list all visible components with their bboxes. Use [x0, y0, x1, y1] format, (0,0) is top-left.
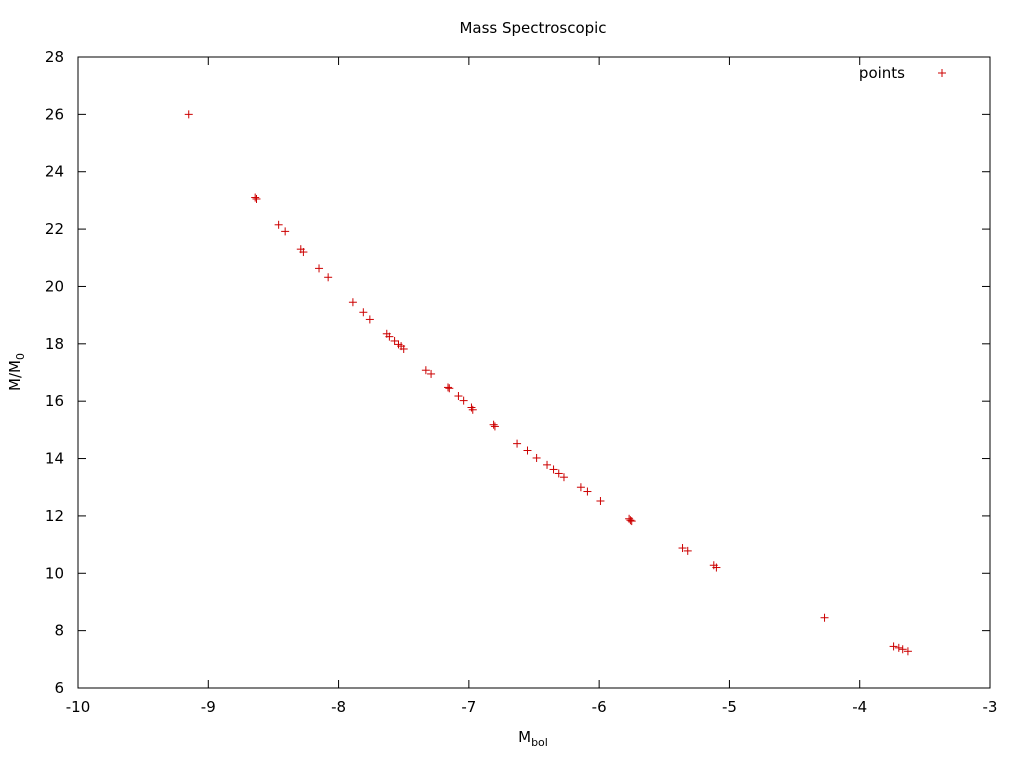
data-point: [421, 366, 430, 375]
data-point: [445, 384, 454, 393]
data-point: [444, 383, 453, 392]
data-point: [427, 369, 436, 378]
data-point: [489, 420, 498, 429]
data-point: [712, 563, 721, 572]
x-tick-label: -4: [852, 698, 867, 716]
x-tick-label: -9: [201, 698, 216, 716]
legend-marker: [938, 69, 946, 77]
x-axis-label: Mbol: [518, 728, 548, 749]
data-point: [549, 465, 558, 474]
data-point: [627, 517, 636, 526]
legend-label: points: [859, 64, 905, 82]
x-tick-label: -7: [461, 698, 476, 716]
data-point: [678, 544, 687, 553]
data-point: [583, 487, 592, 496]
x-tick-label: -8: [331, 698, 346, 716]
y-tick-label: 10: [45, 564, 64, 582]
data-point: [626, 516, 635, 525]
x-axis-label-subscript: bol: [531, 736, 548, 749]
chart-title: Mass Spectroscopic: [459, 19, 606, 37]
data-point: [274, 220, 283, 229]
y-tick-label: 20: [45, 277, 64, 295]
x-axis-ticks: -10 -9 -8 -7 -6 -5 -4 -3: [66, 57, 998, 716]
plot-frame: [77, 56, 991, 689]
x-tick-label: -5: [722, 698, 737, 716]
data-point: [596, 496, 605, 505]
legend-plus-marker: [938, 69, 946, 77]
y-tick-label: 28: [45, 48, 64, 66]
data-point: [184, 110, 193, 119]
x-tick-label: -6: [592, 698, 607, 716]
data-point: [467, 403, 476, 412]
data-point: [894, 643, 903, 652]
x-axis-label-base: M: [518, 728, 531, 746]
data-point: [898, 645, 907, 654]
data-point: [385, 332, 394, 341]
y-axis-label: M/M0: [6, 353, 27, 391]
data-point: [532, 453, 541, 462]
data-point: [576, 483, 585, 492]
data-point: [820, 613, 829, 622]
data-point: [315, 264, 324, 273]
data-point: [348, 298, 357, 307]
data-point: [299, 248, 308, 257]
data-point: [365, 315, 374, 324]
y-tick-label: 12: [45, 507, 64, 525]
y-axis-label-subscript: 0: [14, 353, 27, 360]
y-axis-ticks: 6 8 10 12 14 16 18 20 22 24 26 28: [45, 48, 990, 697]
y-tick-label: 16: [45, 392, 64, 410]
y-tick-label: 24: [45, 163, 64, 181]
data-point: [251, 193, 260, 202]
y-tick-label: 22: [45, 220, 64, 238]
data-point: [468, 405, 477, 414]
data-point: [390, 336, 399, 345]
data-point: [554, 469, 563, 478]
data-point: [454, 392, 463, 401]
y-tick-label: 26: [45, 105, 64, 123]
y-tick-label: 8: [54, 622, 64, 640]
y-tick-label: 6: [54, 679, 64, 697]
y-axis-label-base: M/M: [6, 360, 24, 391]
data-point: [543, 460, 552, 469]
legend: points: [859, 64, 946, 82]
data-point: [490, 422, 499, 431]
x-tick-label: -10: [66, 698, 91, 716]
data-point: [281, 227, 290, 236]
y-tick-label: 18: [45, 335, 64, 353]
data-point: [903, 647, 912, 656]
data-point: [324, 273, 333, 282]
series-points: [184, 110, 912, 656]
data-point: [889, 642, 898, 651]
data-point: [252, 194, 261, 203]
data-point: [513, 439, 522, 448]
data-point: [399, 344, 408, 353]
y-tick-label: 14: [45, 450, 64, 468]
data-point: [683, 546, 692, 555]
data-point: [523, 446, 532, 455]
x-tick-label: -3: [983, 698, 998, 716]
data-point: [459, 396, 468, 405]
data-point: [359, 308, 368, 317]
data-point: [559, 473, 568, 482]
